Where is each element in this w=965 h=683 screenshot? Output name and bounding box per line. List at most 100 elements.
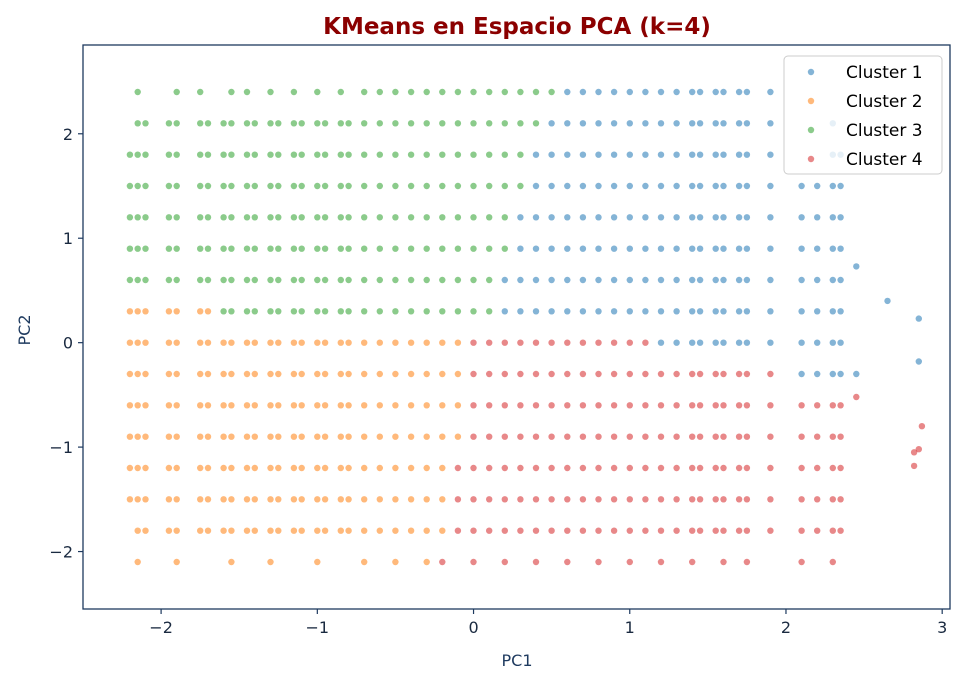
data-point (142, 308, 149, 315)
data-point (712, 276, 719, 284)
data-point (657, 308, 665, 315)
data-point (610, 464, 618, 472)
data-point (197, 527, 204, 534)
data-point (712, 120, 719, 127)
data-point (720, 214, 727, 221)
data-point (267, 496, 274, 503)
data-point (228, 402, 235, 409)
data-point (517, 151, 524, 158)
data-point (314, 464, 321, 472)
data-point (290, 120, 298, 127)
data-point (470, 245, 477, 252)
data-point (767, 151, 774, 158)
data-point (126, 370, 134, 378)
data-point (314, 370, 321, 378)
data-point (142, 120, 149, 127)
data-point (126, 496, 134, 503)
data-point (915, 358, 922, 365)
data-point (673, 433, 680, 440)
data-point (532, 339, 540, 346)
data-point (548, 527, 555, 534)
data-point (915, 315, 922, 322)
data-point (275, 433, 282, 440)
data-point (814, 339, 821, 346)
data-point (337, 527, 344, 534)
data-point (532, 276, 540, 284)
data-point (626, 402, 633, 409)
data-point (337, 402, 344, 409)
data-point (204, 370, 212, 378)
data-point (720, 276, 727, 284)
data-point (532, 402, 540, 409)
data-point (501, 214, 508, 221)
data-point (743, 339, 751, 346)
data-point (220, 370, 227, 378)
data-point (712, 527, 719, 534)
data-point (712, 464, 719, 472)
data-point (642, 88, 649, 96)
data-point (837, 214, 844, 221)
data-point (197, 276, 204, 284)
data-point (517, 496, 524, 503)
data-point (696, 120, 704, 127)
data-point (642, 527, 649, 534)
data-point (689, 370, 696, 378)
data-point (486, 276, 493, 284)
data-point (532, 558, 540, 566)
data-point (642, 433, 649, 440)
data-point (673, 496, 680, 503)
data-point (532, 496, 540, 503)
data-point (173, 276, 180, 284)
data-point (298, 433, 305, 440)
data-point (439, 214, 446, 221)
data-point (251, 182, 258, 190)
data-point (275, 276, 282, 284)
legend-label: Cluster 1 (846, 63, 923, 83)
data-point (470, 496, 477, 503)
data-point (532, 308, 540, 315)
data-point (220, 433, 227, 440)
data-point (486, 88, 493, 96)
data-point (486, 433, 493, 440)
data-point (134, 245, 141, 252)
data-point (345, 308, 352, 315)
data-point (251, 151, 258, 158)
data-point (626, 182, 633, 190)
data-point (439, 276, 446, 284)
data-point (673, 402, 680, 409)
data-point (392, 527, 399, 534)
data-point (314, 151, 321, 158)
data-point (337, 182, 344, 190)
data-point (767, 527, 774, 534)
data-point (814, 433, 821, 440)
data-point (197, 245, 204, 252)
data-point (243, 370, 251, 378)
data-point (142, 370, 149, 378)
data-point (720, 402, 727, 409)
data-point (165, 402, 173, 409)
data-point (267, 433, 274, 440)
data-point (486, 120, 493, 127)
data-point (837, 308, 844, 315)
chart-title: KMeans en Espacio PCA (k=4) (323, 14, 711, 40)
data-point (501, 151, 508, 158)
data-point (626, 496, 633, 503)
data-point (642, 120, 649, 127)
data-point (673, 339, 680, 346)
legend: Cluster 1 Cluster 2 Cluster 3 Cluster 4 (783, 55, 943, 175)
data-point (501, 464, 508, 472)
data-point (579, 496, 587, 503)
data-point (517, 245, 524, 252)
data-point (204, 308, 212, 315)
data-point (314, 402, 321, 409)
data-point (337, 151, 344, 158)
data-point (423, 464, 430, 472)
data-point (689, 151, 696, 158)
data-point (814, 402, 821, 409)
data-point (275, 151, 282, 158)
data-point (657, 214, 665, 221)
data-point (407, 245, 415, 252)
data-point (829, 245, 836, 252)
data-point (720, 120, 727, 127)
data-point (243, 120, 251, 127)
